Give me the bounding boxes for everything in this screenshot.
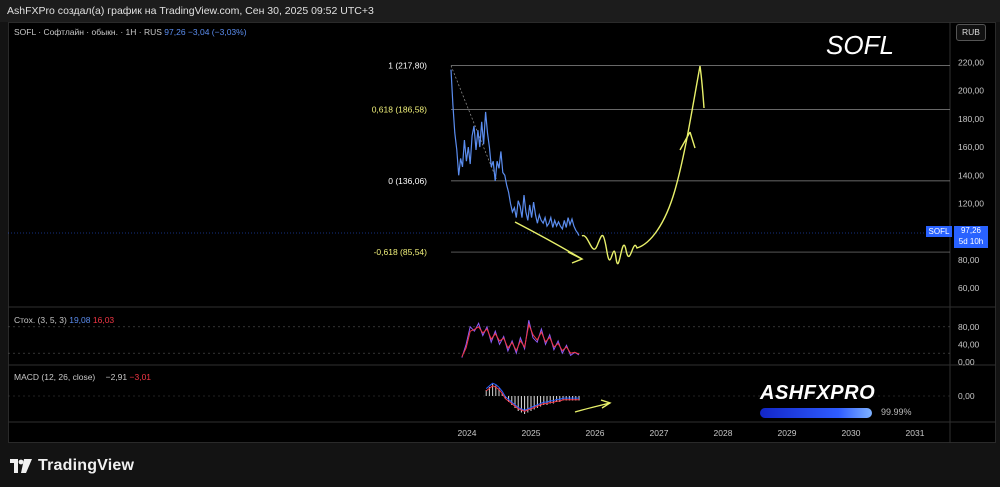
price-tag-countdown: 5d 10h xyxy=(958,236,984,246)
forecast-arrow-head xyxy=(679,131,696,151)
fib-level-label: -0,618 (85,54) xyxy=(374,247,428,257)
brand-watermark: ASHFXPRO xyxy=(760,382,876,404)
macd-axis: 0,00 xyxy=(8,391,975,401)
time-tick-label: 2026 xyxy=(586,428,605,438)
macd-line xyxy=(485,382,579,411)
time-tick-label: 2030 xyxy=(842,428,861,438)
fib-level-label: 0,618 (186,58) xyxy=(372,105,427,115)
forecast-path[interactable] xyxy=(581,65,705,265)
price-tag-value: 97,26 5d 10h xyxy=(954,226,988,248)
macd-divergence-arrow-head xyxy=(600,399,612,409)
time-tick-label: 2029 xyxy=(778,428,797,438)
stochastic-axis: 80,00 40,00 0,00 xyxy=(8,322,980,367)
price-tag-symbol: SOFL xyxy=(926,226,952,237)
tradingview-logo-text: TradingView xyxy=(38,457,135,474)
stochastic-d-line xyxy=(461,322,580,357)
macd-signal-line xyxy=(485,385,579,412)
price-tick-label: 120,00 xyxy=(958,199,984,209)
time-tick-label: 2025 xyxy=(522,428,541,438)
stochastic-k-value: 19,08 xyxy=(69,315,91,325)
time-tick-label: 2027 xyxy=(650,428,669,438)
brand-percent: 99.99% xyxy=(881,407,912,417)
stochastic-tick-label: 40,00 xyxy=(958,339,980,349)
down-trend-arrow-head xyxy=(567,251,584,264)
macd-label: MACD (12, 26, close) xyxy=(14,372,96,382)
price-tick-label: 160,00 xyxy=(958,142,984,152)
tradingview-logo[interactable]: TradingView xyxy=(10,457,134,475)
stochastic-d-value: 16,03 xyxy=(92,315,115,325)
symbol-label: SOFL · Софтлайн · обыкн. · 1Н · RUS xyxy=(14,27,162,37)
price-tag: SOFL 97,26 5d 10h xyxy=(926,226,990,248)
stochastic-label: Стох. (3, 5, 3) xyxy=(14,315,67,325)
price-tick-label: 140,00 xyxy=(958,170,984,180)
price-tick-label: 180,00 xyxy=(958,114,984,124)
stochastic-k-line xyxy=(461,320,580,358)
symbol-change: −3,04 (−3,03%) xyxy=(187,27,247,37)
stochastic-series[interactable] xyxy=(461,320,580,358)
chart-frame[interactable] xyxy=(8,22,996,443)
price-tick-label: 80,00 xyxy=(958,255,980,265)
fib-trend-line xyxy=(450,65,498,182)
price-tag-price: 97,26 xyxy=(960,226,982,235)
price-tick-label: 60,00 xyxy=(958,283,980,293)
stochastic-tick-label: 0,00 xyxy=(958,357,975,367)
time-tick-label: 2028 xyxy=(714,428,733,438)
time-axis: 2024 2025 2026 2027 2028 2029 2030 2031 xyxy=(458,428,925,438)
price-axis: 220,00200,00180,00160,00140,00120,00100,… xyxy=(958,58,984,294)
tradingview-logo-icon xyxy=(10,459,32,473)
currency-button[interactable]: RUB xyxy=(956,24,986,41)
chart-caption: AshFXPro создал(а) график на TradingView… xyxy=(0,0,1000,22)
macd-signal-value: −3,01 xyxy=(129,372,152,382)
title-overlay: SOFL xyxy=(826,30,894,60)
price-tick-label: 200,00 xyxy=(958,86,984,96)
symbol-legend[interactable]: SOFL · Софтлайн · обыкн. · 1Н · RUS 97,2… xyxy=(14,27,247,37)
fib-level-label: 0 (136,06) xyxy=(388,176,427,186)
fib-level-label: 1 (217,80) xyxy=(388,61,427,71)
symbol-price: 97,26 xyxy=(164,27,186,37)
price-series[interactable] xyxy=(450,69,580,236)
price-tick-label: 220,00 xyxy=(958,58,984,68)
macd-legend[interactable]: MACD (12, 26, close) −2,91 −3,01 xyxy=(14,372,151,382)
macd-divergence-arrow[interactable] xyxy=(574,402,611,413)
macd-tick-label: 0,00 xyxy=(958,391,975,401)
footer: TradingView xyxy=(0,445,1000,487)
macd-value: −2,91 xyxy=(105,372,128,382)
time-tick-label: 2024 xyxy=(458,428,477,438)
stochastic-tick-label: 80,00 xyxy=(958,322,980,332)
brand-progress-bar xyxy=(760,408,872,418)
stochastic-legend[interactable]: Стох. (3, 5, 3) 19,08 16,03 xyxy=(14,315,114,325)
fib-retracement[interactable]: 1 (217,80) 0,618 (186,58) 0 (136,06) -0,618… xyxy=(372,61,950,257)
price-line xyxy=(450,69,580,236)
time-tick-label: 2031 xyxy=(906,428,925,438)
macd-histogram[interactable] xyxy=(485,382,580,414)
